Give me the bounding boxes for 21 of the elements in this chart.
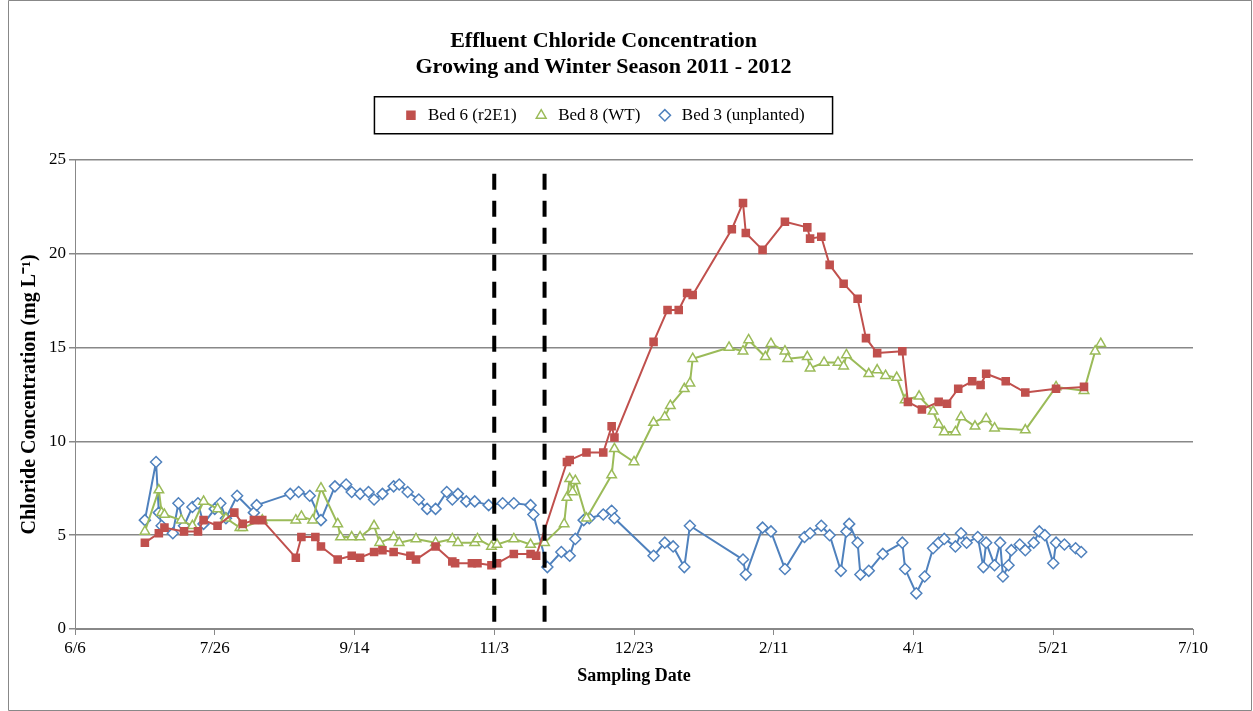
chart-title: Effluent Chloride Concentration Growing and Winter Season 2011 - 2012: [415, 26, 792, 79]
y-tick-label: 0: [57, 618, 66, 638]
x-tick-label: 5/21: [1038, 637, 1069, 657]
y-tick-label: 20: [49, 243, 66, 263]
y-tick-label: 10: [49, 430, 66, 450]
x-tick-label: 7/10: [1177, 637, 1209, 657]
legend-label: Bed 8 (WT): [558, 104, 641, 124]
x-axis-title: Sampling Date: [577, 664, 691, 685]
y-tick-label: 5: [57, 524, 66, 544]
x-tick-label: 4/1: [902, 637, 925, 657]
y-axis-title: Chloride Concentration (mg L⁻¹): [17, 254, 41, 535]
x-tick-label: 6/6: [64, 637, 86, 657]
y-tick-label: 25: [49, 149, 66, 169]
x-tick-label: 11/3: [479, 637, 510, 657]
x-tick-label: 12/23: [614, 637, 654, 657]
x-tick-label: 2/11: [758, 637, 789, 657]
x-tick-label: 7/26: [199, 637, 230, 657]
y-tick-label: 15: [49, 336, 66, 356]
legend-label: Bed 6 (r2E1): [427, 104, 517, 124]
legend-label: Bed 3 (unplanted): [681, 104, 805, 124]
x-tick-label: 9/14: [339, 637, 371, 657]
